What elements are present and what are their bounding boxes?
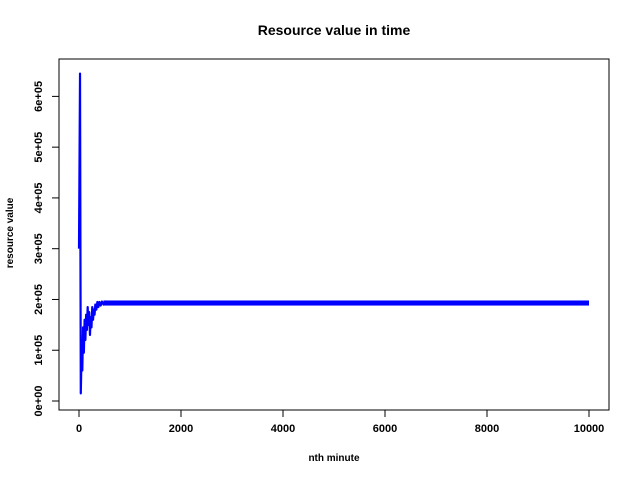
y-tick-label: 3e+05 [33, 233, 45, 264]
y-tick-label: 5e+05 [33, 132, 45, 163]
series-line-0 [77, 72, 589, 395]
y-axis: 0e+00 1e+05 2e+05 3e+05 4e+05 5e+05 6e+05 [33, 81, 60, 417]
x-axis-label: nth minute [308, 453, 360, 464]
y-tick-label: 6e+05 [33, 81, 45, 112]
x-tick-label: 0 [76, 423, 82, 435]
series-layer [77, 72, 589, 395]
y-axis-label: resource value [5, 197, 16, 268]
y-tick-label: 1e+05 [33, 335, 45, 366]
y-tick-label: 2e+05 [33, 284, 45, 315]
x-axis: 0 2000 4000 6000 8000 10000 [76, 409, 605, 435]
x-tick-label: 4000 [271, 423, 295, 435]
plot-box [58, 58, 610, 411]
y-tick-label: 0e+00 [33, 386, 45, 417]
chart-title: Resource value in time [258, 22, 411, 38]
x-tick-label: 6000 [373, 423, 397, 435]
x-tick-label: 10000 [574, 423, 605, 435]
x-tick-label: 8000 [475, 423, 499, 435]
x-tick-label: 2000 [169, 423, 193, 435]
y-tick-label: 4e+05 [33, 182, 45, 213]
